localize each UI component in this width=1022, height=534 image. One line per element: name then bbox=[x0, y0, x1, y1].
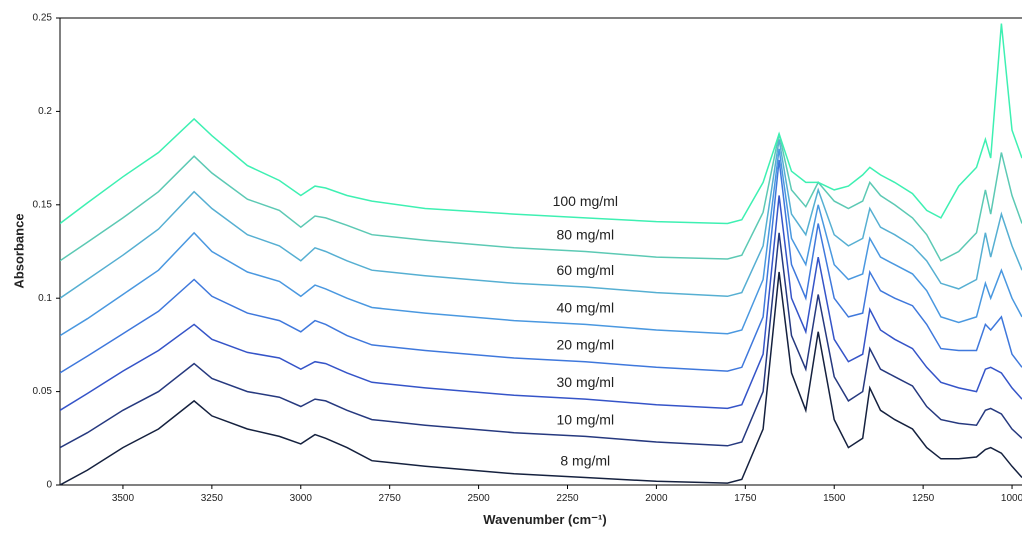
spectrum-line bbox=[60, 139, 1022, 299]
spectrum-line bbox=[60, 133, 1022, 262]
y-tick-label: 0.25 bbox=[33, 13, 53, 24]
y-tick-label: 0 bbox=[46, 480, 52, 491]
series-label: 80 mg/ml bbox=[556, 227, 614, 243]
x-tick-label: 2500 bbox=[467, 493, 490, 504]
spectrum-line bbox=[60, 159, 1022, 374]
axes-frame bbox=[59, 17, 1022, 486]
x-tick-label: 2750 bbox=[379, 493, 402, 504]
spectrum-line bbox=[60, 195, 1022, 411]
x-axis-title: Wavenumber (cm⁻¹) bbox=[483, 512, 606, 527]
y-tick-label: 0.1 bbox=[38, 293, 52, 304]
y-tick-label: 0.15 bbox=[33, 199, 53, 210]
series-label: 8 mg/ml bbox=[560, 453, 610, 469]
y-axis-title: Absorbance bbox=[11, 213, 26, 288]
x-tick-label: 1750 bbox=[734, 493, 757, 504]
x-tick-label: 1000 bbox=[1001, 493, 1022, 504]
spectrum-line bbox=[60, 23, 1022, 225]
series-label: 60 mg/ml bbox=[556, 262, 614, 278]
series-label: 10 mg/ml bbox=[556, 411, 614, 427]
y-tick-label: 0.2 bbox=[38, 106, 52, 117]
spectrum-line bbox=[60, 271, 1022, 485]
series-label: 30 mg/ml bbox=[556, 374, 614, 390]
spectrum-line bbox=[60, 148, 1022, 337]
x-tick-label: 3000 bbox=[290, 493, 313, 504]
y-tick-label: 0.05 bbox=[33, 386, 53, 397]
x-tick-label: 3250 bbox=[201, 493, 224, 504]
x-tick-label: 1250 bbox=[912, 493, 935, 504]
x-tick-label: 2250 bbox=[556, 493, 579, 504]
x-tick-label: 2000 bbox=[645, 493, 668, 504]
series-label: 40 mg/ml bbox=[556, 299, 614, 315]
series-label: 100 mg/ml bbox=[553, 193, 618, 209]
series-label: 20 mg/ml bbox=[556, 337, 614, 353]
x-tick-label: 3500 bbox=[112, 493, 135, 504]
spectrum-line bbox=[60, 232, 1022, 449]
x-tick-label: 1500 bbox=[823, 493, 846, 504]
